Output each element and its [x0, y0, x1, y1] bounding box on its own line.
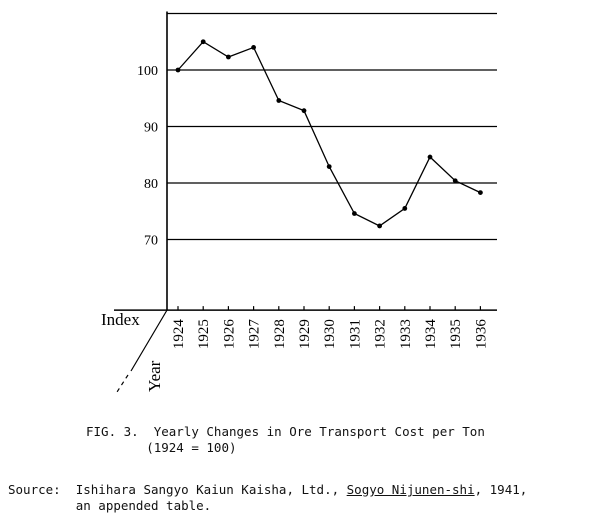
x-tick-label: 1931: [347, 319, 363, 349]
data-point: [478, 190, 483, 196]
data-point: [352, 211, 357, 216]
data-point: [402, 206, 408, 211]
data-point: [175, 67, 181, 73]
data-point: [427, 154, 433, 160]
data-series: [175, 39, 483, 229]
x-tick-label: 1928: [272, 319, 288, 349]
source-prefix: Source: Ishihara Sangyo Kaiun Kaisha, Lt…: [8, 482, 347, 497]
corner-diagonal-dashed: [116, 374, 129, 393]
x-tick-label: 1936: [473, 319, 489, 350]
source-suffix: , 1941,: [474, 482, 528, 497]
x-tick-label: 1932: [373, 319, 389, 349]
x-tick-label: 1934: [423, 319, 439, 350]
figure-caption: FIG. 3. Yearly Changes in Ore Transport …: [86, 424, 485, 456]
gridlines: [167, 12, 497, 241]
y-tick-label: 100: [137, 64, 158, 79]
source-note: Source: Ishihara Sangyo Kaiun Kaisha, Lt…: [8, 482, 527, 514]
x-tick-label: 1930: [322, 319, 338, 349]
x-tick-label: 1933: [398, 319, 414, 349]
y-tick-labels: 70 80 90 100: [137, 64, 158, 249]
x-tick-labels: 1924 1925 1926 1927 1928 1929 1930 1931 1932 1933…: [171, 319, 489, 350]
x-tick-label: 1929: [297, 319, 313, 349]
year-axis-label: Year: [145, 360, 164, 392]
y-tick-label: 80: [144, 177, 158, 192]
series-line: [177, 40, 481, 227]
source-work-title: Sogyo Nijunen-shi: [346, 482, 475, 497]
corner-diagonal: [130, 309, 168, 372]
x-tick-label: 1924: [171, 319, 187, 350]
x-tick-label: 1925: [196, 319, 212, 349]
data-point: [301, 108, 307, 114]
y-tick-label: 90: [144, 121, 158, 136]
data-point: [226, 54, 231, 60]
data-point: [251, 45, 256, 50]
x-tick-label: 1935: [448, 319, 464, 349]
source-line-2: an appended table.: [8, 498, 212, 513]
caption-line-2: (1924 = 100): [86, 440, 237, 455]
x-tick-label: 1926: [221, 319, 237, 350]
data-point: [326, 164, 332, 170]
index-axis-label: Index: [101, 310, 140, 329]
data-point: [276, 98, 282, 103]
x-tick-label: 1927: [247, 319, 263, 350]
caption-line-1: FIG. 3. Yearly Changes in Ore Transport …: [86, 424, 485, 439]
data-point: [200, 39, 206, 45]
source-line-1: Source: Ishihara Sangyo Kaiun Kaisha, Lt…: [8, 482, 527, 498]
y-tick-label: 70: [144, 234, 158, 249]
data-point: [452, 178, 458, 184]
axes: [114, 11, 497, 393]
data-point: [377, 223, 382, 229]
